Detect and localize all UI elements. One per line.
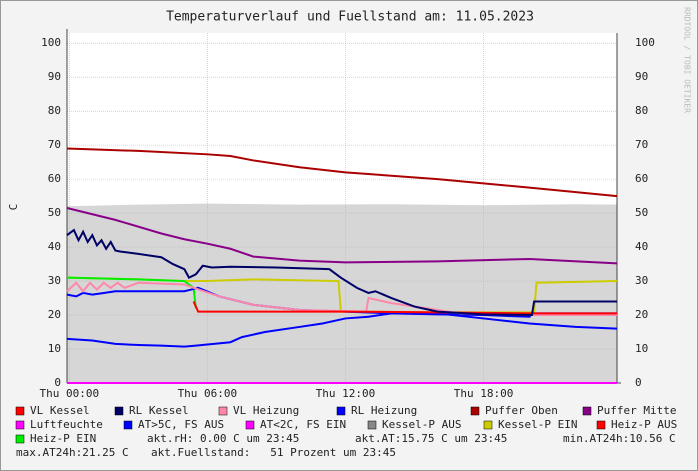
legend-label: RL Kessel xyxy=(129,404,189,417)
legend-label: AT>5C, FS AUS xyxy=(138,418,224,431)
legend-swatch xyxy=(15,420,25,430)
legend-label: Puffer Mitte xyxy=(597,404,676,417)
y-tick-label: 60 xyxy=(48,172,61,185)
series-line xyxy=(66,276,197,309)
series-line xyxy=(66,312,618,348)
legend-swatch xyxy=(218,406,228,416)
y-tick-label: 10 xyxy=(48,342,61,355)
y2-tick-label: 80 xyxy=(635,104,648,117)
y2-tick-label: 20 xyxy=(635,308,648,321)
legend-label: RL Heizung xyxy=(351,404,417,417)
chart-title: Temperaturverlauf und Fuellstand am: 11.… xyxy=(166,10,534,25)
legend-label: Kessel-P EIN xyxy=(498,418,577,431)
y2-tick-label: 60 xyxy=(635,172,648,185)
legend-swatch xyxy=(114,406,124,416)
legend-swatch xyxy=(123,420,133,430)
legend-label: VL Heizung xyxy=(233,404,299,417)
legend-label: AT<2C, FS EIN xyxy=(260,418,346,431)
y-tick-label: 40 xyxy=(48,240,61,253)
legend-swatch xyxy=(596,420,606,430)
y2-tick-label: 70 xyxy=(635,138,648,151)
series-line xyxy=(192,301,617,315)
x-tick-label: Thu 00:00 xyxy=(39,387,99,400)
y-tick-label: 70 xyxy=(48,138,61,151)
legend-swatch xyxy=(15,434,25,444)
legend-swatch xyxy=(470,406,480,416)
y-tick-label: 30 xyxy=(48,274,61,287)
legend-swatch xyxy=(336,406,346,416)
status-text: min.AT24h:10.56 C xyxy=(563,432,676,445)
series-line xyxy=(66,281,617,317)
fill-level-area xyxy=(67,203,617,383)
y2-tick-label: 100 xyxy=(635,36,655,49)
legend-swatch xyxy=(15,406,25,416)
y2-tick-label: 50 xyxy=(635,206,648,219)
y2-tick-label: 30 xyxy=(635,274,648,287)
series-line xyxy=(66,207,618,265)
legend-swatch xyxy=(245,420,255,430)
y-tick-label: 80 xyxy=(48,104,61,117)
legend-label: Kessel-P AUS xyxy=(382,418,461,431)
series-line xyxy=(66,147,618,198)
legend-swatch xyxy=(582,406,592,416)
x-tick-label: Thu 06:00 xyxy=(178,387,238,400)
legend-label: Luftfeuchte xyxy=(30,418,103,431)
y-tick-label: 0 xyxy=(54,376,61,389)
status-text: max.AT24h:21.25 C xyxy=(16,446,129,459)
status-text: akt.AT:15.75 C um 23:45 xyxy=(355,432,507,445)
x-tick-label: Thu 12:00 xyxy=(316,387,376,400)
y-axis-label: C xyxy=(7,204,20,211)
y2-tick-label: 0 xyxy=(635,376,642,389)
status-text: akt.Fuellstand: 51 Prozent um 23:45 xyxy=(151,446,396,459)
legend-label: Heiz-P EIN xyxy=(30,432,96,445)
status-text: akt.rH: 0.00 C um 23:45 xyxy=(147,432,299,445)
y-tick-label: 90 xyxy=(48,70,61,83)
legend-swatch xyxy=(367,420,377,430)
y-tick-label: 50 xyxy=(48,206,61,219)
watermark: RRDTOOL / TOBI OETIKER xyxy=(683,7,692,113)
legend-label: Puffer Oben xyxy=(485,404,558,417)
y2-tick-label: 10 xyxy=(635,342,648,355)
y2-tick-label: 40 xyxy=(635,240,648,253)
legend-label: Heiz-P AUS xyxy=(611,418,677,431)
y-tick-label: 20 xyxy=(48,308,61,321)
legend-label: VL Kessel xyxy=(30,404,90,417)
legend-swatch xyxy=(483,420,493,430)
x-tick-label: Thu 18:00 xyxy=(454,387,514,400)
y-tick-label: 100 xyxy=(41,36,61,49)
series-line xyxy=(66,228,617,317)
y2-tick-label: 90 xyxy=(635,70,648,83)
